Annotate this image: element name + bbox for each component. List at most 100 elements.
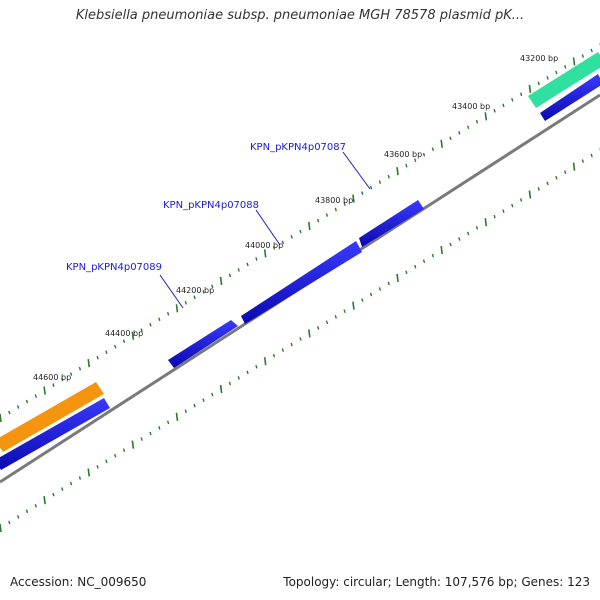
tick-mark: [34, 394, 37, 398]
tick-mark: [308, 221, 311, 231]
tick-mark: [255, 257, 258, 261]
tick-mark: [25, 509, 29, 514]
tick-mark: [422, 152, 426, 157]
tick-mark: [343, 202, 346, 206]
tick-mark: [175, 304, 179, 313]
tick-mark: [343, 309, 346, 314]
tick-mark: [537, 187, 540, 191]
tick-mark: [369, 292, 373, 297]
position-label-44600: 44600 bp: [33, 373, 71, 382]
cds-arrow-kpn-pkpn4p07087[interactable]: [359, 200, 424, 247]
tick-mark: [414, 264, 417, 269]
tick-mark: [431, 147, 435, 152]
tick-mark: [484, 218, 488, 227]
tick-mark: [466, 231, 470, 236]
tick-mark: [458, 130, 461, 135]
tick-mark: [105, 459, 108, 464]
tick-mark: [272, 353, 276, 358]
tick-mark: [440, 245, 443, 255]
tick-mark: [325, 213, 329, 217]
tick-mark: [114, 344, 117, 349]
cds-arrow-kpn-pkpn4p07089[interactable]: [168, 320, 238, 368]
tick-mark: [122, 339, 126, 344]
tick-mark: [519, 92, 523, 97]
tick-mark: [25, 399, 29, 404]
tick-mark: [555, 175, 558, 180]
tick-mark: [334, 207, 337, 212]
tick-mark: [158, 426, 161, 430]
tick-mark: [140, 437, 143, 441]
tick-mark: [228, 273, 232, 278]
tick-mark: [166, 420, 170, 425]
tick-mark: [405, 270, 408, 275]
tick-mark: [122, 448, 126, 452]
tick-mark: [528, 84, 532, 93]
tick-mark: [255, 364, 258, 369]
feature-orange[interactable]: [0, 382, 104, 452]
tick-mark: [316, 218, 320, 223]
tick-mark: [405, 163, 408, 168]
tick-mark: [219, 384, 223, 394]
tick-mark: [493, 214, 496, 219]
tick-mark: [387, 281, 390, 286]
tick-mark: [105, 350, 108, 354]
tick-mark: [43, 386, 46, 395]
tick-mark: [131, 440, 135, 449]
tick-mark: [352, 301, 355, 310]
feature-teal[interactable]: [528, 52, 600, 108]
tick-mark: [361, 191, 364, 195]
gene-label-kpn-pkpn4p07088[interactable]: KPN_pKPN4p07088: [163, 200, 259, 211]
tick-mark: [272, 246, 276, 250]
tick-mark: [361, 298, 364, 302]
tick-mark: [69, 481, 73, 486]
tick-mark: [175, 412, 179, 421]
tick-mark: [202, 398, 205, 402]
tick-mark: [290, 235, 293, 239]
tick-mark: [96, 355, 99, 360]
tick-mark: [237, 376, 240, 380]
tick-mark: [352, 194, 355, 203]
tick-mark: [475, 119, 479, 124]
cds-arrow-kpn-pkpn4p07088[interactable]: [241, 241, 362, 324]
topology-stats-text: Topology: circular; Length: 107,576 bp; …: [283, 575, 590, 589]
cds-arrow-left-segment[interactable]: [0, 398, 110, 470]
tick-mark: [590, 153, 593, 158]
tick-mark: [378, 180, 382, 184]
tick-mark: [308, 329, 311, 338]
tick-mark: [263, 249, 267, 258]
tick-mark: [52, 492, 55, 497]
tick-mark: [211, 392, 214, 397]
tick-mark: [290, 342, 293, 347]
tick-mark: [493, 109, 496, 113]
tick-mark: [228, 381, 232, 386]
position-label-44200: 44200 bp: [176, 286, 214, 295]
tick-mark: [16, 405, 20, 409]
tick-mark: [78, 366, 82, 371]
tick-mark: [43, 496, 46, 505]
tick-mark: [34, 503, 37, 508]
tick-mark: [449, 136, 452, 141]
tick-mark: [211, 284, 214, 289]
tick-mark: [299, 229, 302, 234]
gene-label-kpn-pkpn4p07087[interactable]: KPN_pKPN4p07087: [250, 142, 346, 153]
tick-mark: [502, 209, 505, 213]
position-label-44000: 44000 bp: [245, 241, 283, 250]
position-label-43600: 43600 bp: [384, 150, 422, 159]
position-label-43800: 43800 bp: [315, 196, 353, 205]
tick-mark: [449, 242, 452, 247]
position-label-43400: 43400 bp: [452, 102, 490, 111]
tick-mark: [396, 273, 399, 282]
gene-label-kpn-pkpn4p07089[interactable]: KPN_pKPN4p07089: [66, 262, 162, 273]
tick-mark: [546, 76, 549, 80]
cds-arrow-top-right[interactable]: [540, 74, 600, 121]
tick-mark: [422, 259, 426, 263]
tick-marks: [0, 43, 600, 533]
tick-mark: [537, 81, 540, 86]
tick-mark: [325, 320, 329, 325]
tick-mark: [246, 262, 249, 267]
map-title: Klebsiella pneumoniae subsp. pneumoniae …: [75, 8, 525, 23]
tick-mark: [555, 70, 558, 75]
tick-mark: [281, 348, 285, 352]
tick-mark: [114, 453, 117, 458]
